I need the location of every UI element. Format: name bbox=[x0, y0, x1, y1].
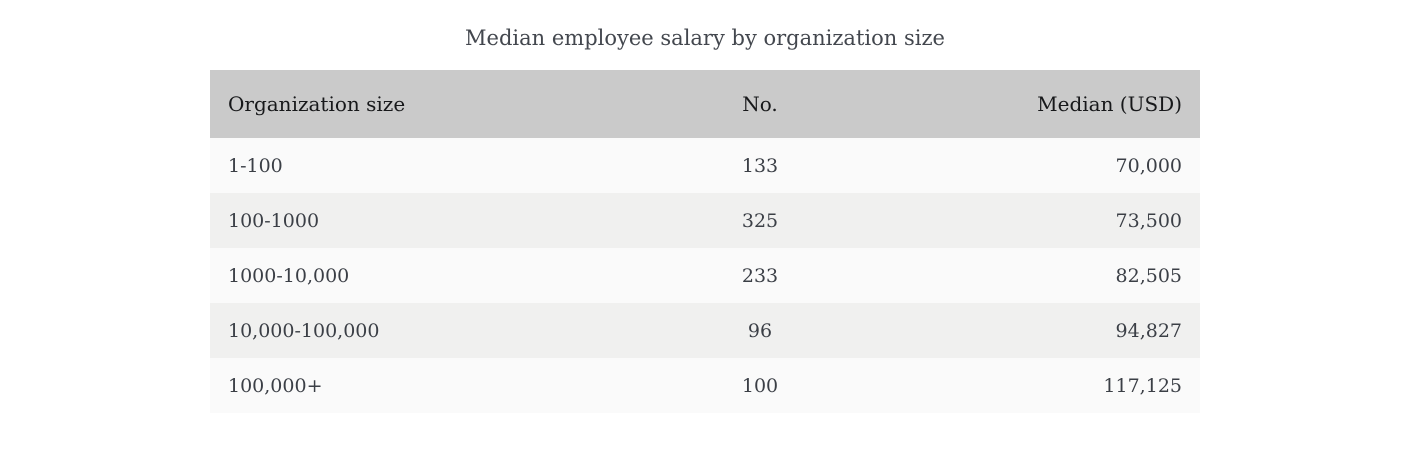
count-cell: 100 bbox=[741, 374, 779, 397]
median-cell: 82,505 bbox=[1115, 264, 1182, 287]
table-row: 1000-10,000 233 82,505 bbox=[210, 248, 1200, 303]
org-size-cell: 1000-10,000 bbox=[228, 264, 350, 287]
org-size-cell: 1-100 bbox=[228, 154, 283, 177]
org-size-cell: 100,000+ bbox=[228, 374, 323, 397]
count-cell: 133 bbox=[741, 154, 779, 177]
table-container: Median employee salary by organization s… bbox=[210, 0, 1200, 413]
median-cell: 117,125 bbox=[1103, 374, 1182, 397]
org-size-cell: 10,000-100,000 bbox=[228, 319, 380, 342]
table-row: 100-1000 325 73,500 bbox=[210, 193, 1200, 248]
table-header-row: Organization size No. Median (USD) bbox=[210, 70, 1200, 138]
count-cell: 233 bbox=[741, 264, 779, 287]
page-title: Median employee salary by organization s… bbox=[465, 26, 945, 50]
table-row: 100,000+ 100 117,125 bbox=[210, 358, 1200, 413]
col-header-median-usd: Median (USD) bbox=[1037, 92, 1182, 116]
col-header-organization-size: Organization size bbox=[228, 92, 406, 116]
count-cell: 325 bbox=[741, 209, 779, 232]
table-row: 10,000-100,000 96 94,827 bbox=[210, 303, 1200, 358]
median-cell: 94,827 bbox=[1115, 319, 1182, 342]
table-row: 1-100 133 70,000 bbox=[210, 138, 1200, 193]
org-size-cell: 100-1000 bbox=[228, 209, 320, 232]
count-cell: 96 bbox=[747, 319, 773, 342]
median-cell: 73,500 bbox=[1115, 209, 1182, 232]
col-header-count: No. bbox=[742, 92, 778, 116]
median-cell: 70,000 bbox=[1115, 154, 1182, 177]
salary-table: Organization size No. Median (USD) 1-100… bbox=[210, 70, 1200, 413]
